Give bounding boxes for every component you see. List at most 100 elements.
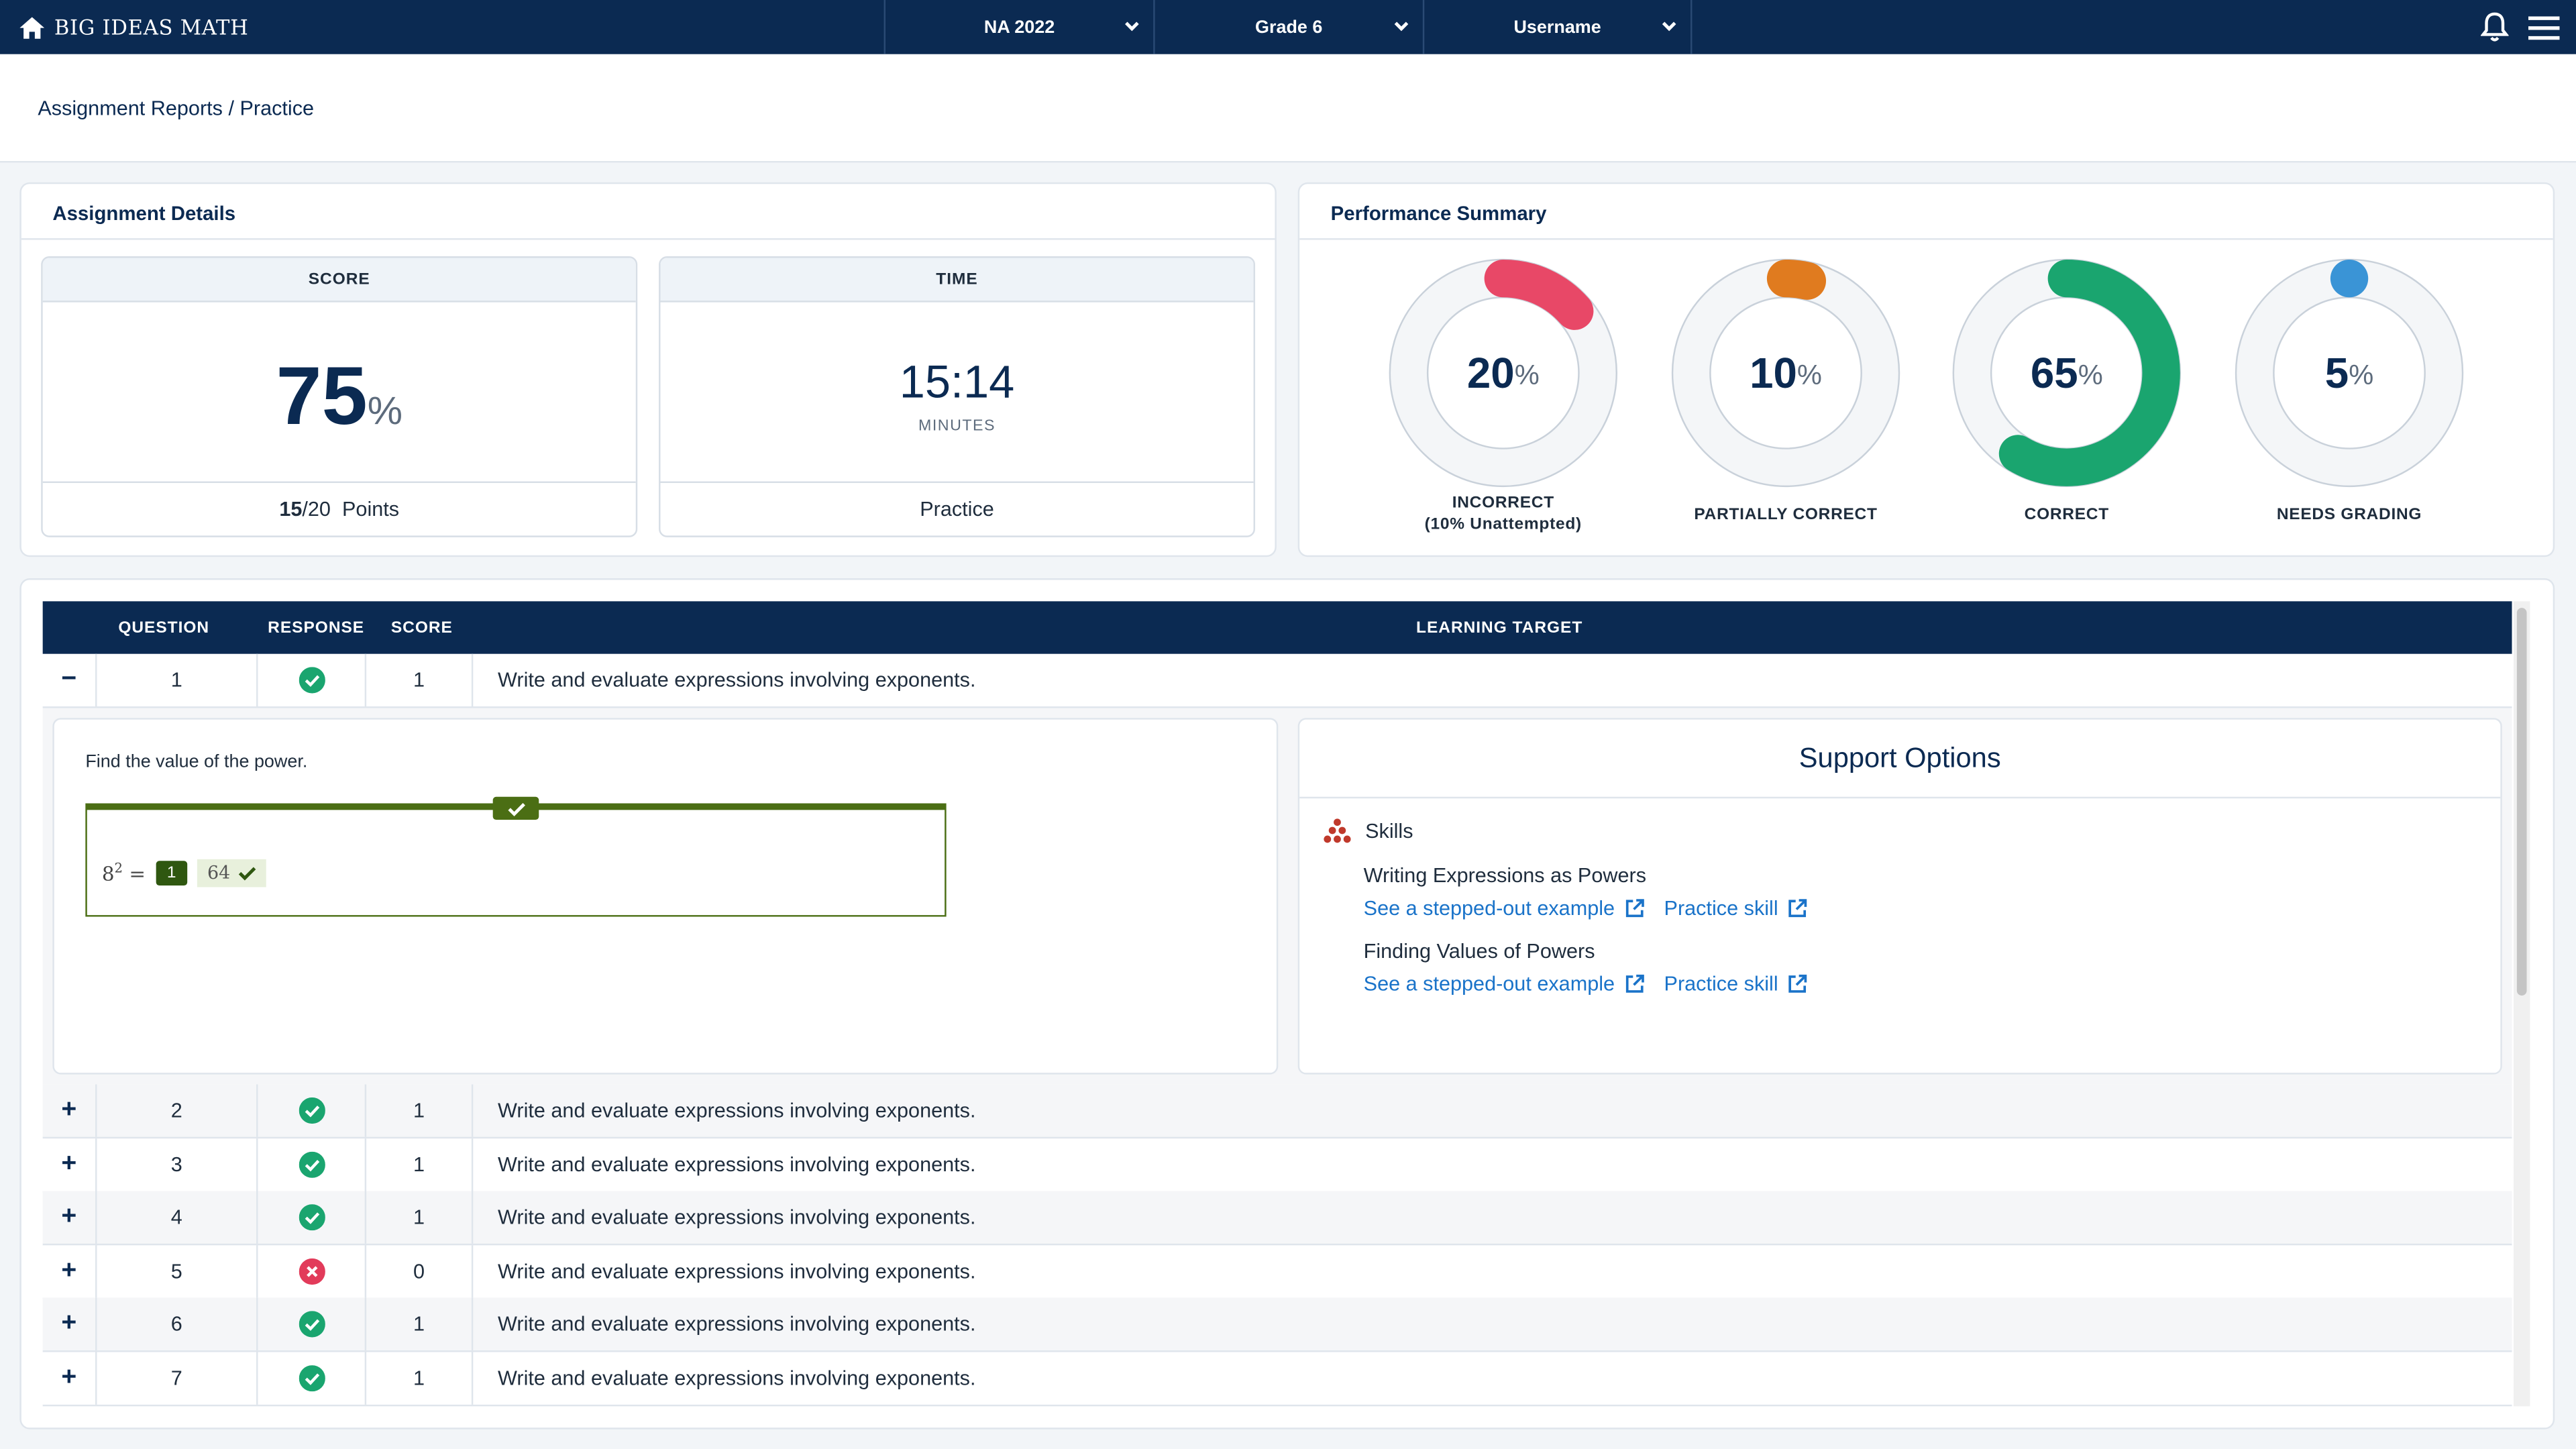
donut-unit: % <box>2078 360 2103 391</box>
donut-label-text: NEEDS GRADING <box>2276 506 2422 525</box>
question-prompt: Find the value of the power. <box>85 752 308 773</box>
link-label: Practice skill <box>1664 972 1778 996</box>
table-row[interactable]: +6 1 Write and evaluate expressions involv… <box>42 1297 2512 1352</box>
response-status <box>258 653 367 707</box>
table-row[interactable]: −1 1 Write and evaluate expressions involv… <box>42 653 2512 708</box>
points-earned: 15 <box>279 498 303 521</box>
row-toggle[interactable]: + <box>43 1297 97 1351</box>
link-label: See a stepped-out example <box>1363 897 1615 920</box>
chevron-down-icon <box>1394 21 1409 32</box>
response-status <box>258 1191 367 1244</box>
donut-label-text: CORRECT <box>2024 506 2109 525</box>
external-link-icon <box>1625 899 1644 918</box>
table-row[interactable]: +5 0 Write and evaluate expressions involv… <box>42 1245 2512 1300</box>
question-score: 1 <box>366 1352 474 1405</box>
divider <box>21 238 1275 240</box>
header-question[interactable]: QUESTION <box>118 619 210 638</box>
question-number: 4 <box>97 1191 258 1244</box>
donut-partially-correct: 10% <box>1671 258 1901 488</box>
donut-incorrect: 20% <box>1388 258 1618 488</box>
program-select-label: NA 2022 <box>983 17 1055 38</box>
breadcrumb-bar: Assignment Reports / Practice <box>0 54 2576 163</box>
check-circle-icon <box>298 667 325 694</box>
question-score: 1 <box>366 653 474 707</box>
question-preview: Find the value of the power. 82 = 1 64 <box>52 718 1279 1075</box>
user-select-label: Username <box>1513 17 1601 38</box>
header-response[interactable]: RESPONSE <box>268 619 365 638</box>
grade-select-label: Grade 6 <box>1255 17 1323 38</box>
answer-number-badge: 1 <box>155 861 188 885</box>
row-toggle[interactable]: + <box>43 1138 97 1191</box>
question-expression: 82 = 1 64 <box>102 859 267 888</box>
table-row[interactable]: +3 1 Write and evaluate expressions involv… <box>42 1138 2512 1193</box>
skills-label: Skills <box>1365 820 1413 843</box>
donut-percent: 20 <box>1466 347 1515 397</box>
donut-unit: % <box>2349 360 2374 391</box>
grade-select[interactable]: Grade 6 <box>1153 0 1423 54</box>
score-number: 75 <box>276 350 368 442</box>
stepped-out-example-link[interactable]: See a stepped-out example <box>1364 897 1645 920</box>
skills-heading: Skills <box>1322 818 1413 845</box>
table-header: QUESTION RESPONSE SCORE LEARNING TARGET <box>42 601 2512 654</box>
check-icon <box>239 867 256 881</box>
row-toggle[interactable]: + <box>43 1191 97 1244</box>
response-status <box>258 1352 367 1405</box>
practice-skill-link[interactable]: Practice skill <box>1664 973 1808 996</box>
check-circle-icon <box>298 1311 325 1338</box>
donut-percent: 10 <box>1750 347 1797 397</box>
question-number: 7 <box>97 1352 258 1405</box>
stepped-out-example-link[interactable]: See a stepped-out example <box>1364 973 1645 996</box>
response-status <box>258 1297 367 1351</box>
scrollbar-thumb[interactable] <box>2516 608 2527 996</box>
support-options-card: Support Options Skills Writing Expressio… <box>1297 718 2502 1075</box>
table-row[interactable]: +2 1 Write and evaluate expressions involv… <box>42 1084 2512 1139</box>
hamburger-icon[interactable] <box>2528 14 2560 40</box>
time-unit: MINUTES <box>918 417 996 435</box>
question-number: 2 <box>97 1084 258 1137</box>
practice-skill-link[interactable]: Practice skill <box>1664 897 1808 920</box>
donut-label: PARTIALLY CORRECT <box>1646 504 1925 526</box>
time-header: TIME <box>660 258 1254 303</box>
link-label: See a stepped-out example <box>1363 972 1615 996</box>
header-score[interactable]: SCORE <box>390 619 453 638</box>
chevron-down-icon <box>1125 21 1139 32</box>
row-toggle[interactable]: + <box>43 1084 97 1137</box>
learning-target: Write and evaluate expressions involving… <box>498 1366 976 1390</box>
donut-arc <box>1953 259 2180 486</box>
answer-box: 82 = 1 64 <box>85 796 947 917</box>
row-toggle[interactable]: + <box>43 1245 97 1298</box>
bell-icon[interactable] <box>2480 11 2509 43</box>
row-toggle[interactable]: − <box>43 653 97 707</box>
header-learning-target[interactable]: LEARNING TARGET <box>1416 619 1583 638</box>
question-score: 1 <box>366 1084 474 1137</box>
table-row[interactable]: +4 1 Write and evaluate expressions involv… <box>42 1191 2512 1246</box>
table-scrollbar[interactable] <box>2513 601 2530 1407</box>
points-label: Points <box>342 498 400 521</box>
external-link-icon <box>1625 974 1644 993</box>
brand[interactable]: BIG IDEAS MATH <box>19 0 248 54</box>
breadcrumb[interactable]: Assignment Reports / Practice <box>38 97 315 120</box>
learning-target: Write and evaluate expressions involving… <box>498 668 976 692</box>
donut-label: INCORRECT (10% Unattempted) <box>1364 493 1643 536</box>
skills-pyramid-icon <box>1324 818 1351 843</box>
question-number: 1 <box>97 653 258 707</box>
question-score: 1 <box>366 1138 474 1191</box>
question-score: 1 <box>366 1297 474 1351</box>
points-total: /20 <box>302 498 331 521</box>
program-select[interactable]: NA 2022 <box>883 0 1154 54</box>
table-row[interactable]: +7 1 Write and evaluate expressions involv… <box>42 1352 2512 1407</box>
time-panel: TIME 15:14 MINUTES Practice <box>659 256 1256 537</box>
divider <box>1299 238 2553 240</box>
student-answer: 64 <box>197 859 267 888</box>
check-circle-icon <box>298 1365 325 1392</box>
skill-name: Finding Values of Powers <box>1363 939 1595 963</box>
support-options-title: Support Options <box>1799 742 2001 774</box>
donut-value: 5% <box>2235 258 2465 488</box>
donut-value: 65% <box>1951 258 2182 488</box>
row-toggle[interactable]: + <box>43 1352 97 1405</box>
donut-label-text: PARTIALLY CORRECT <box>1694 506 1878 525</box>
user-select[interactable]: Username <box>1422 0 1693 54</box>
learning-target: Write and evaluate expressions involving… <box>498 1260 976 1283</box>
chevron-down-icon <box>1662 21 1676 32</box>
donut-arc <box>2236 259 2463 486</box>
